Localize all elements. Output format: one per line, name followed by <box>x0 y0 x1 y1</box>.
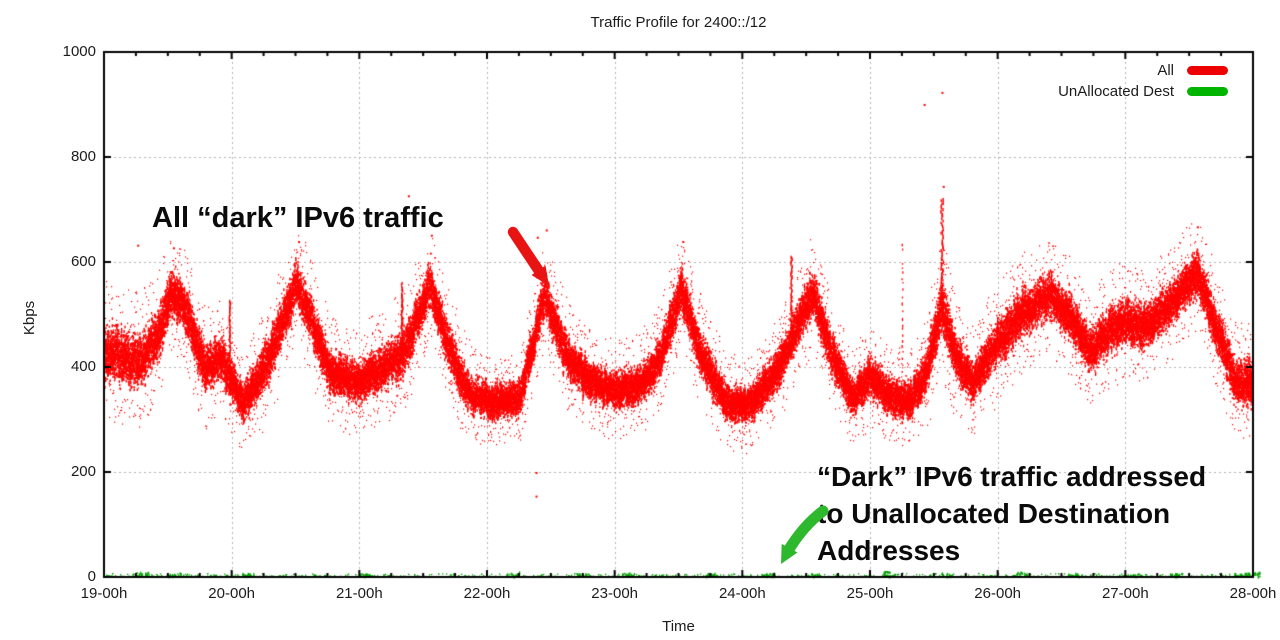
legend-entry-unallocated-dest: UnAllocated Dest <box>1058 82 1228 100</box>
x-tick-label: 26-00h <box>974 585 1022 602</box>
y-tick-label: 600 <box>70 253 96 270</box>
x-axis-label: Time <box>662 618 695 635</box>
y-axis-label: Kbps <box>20 300 38 336</box>
annotation-all-dark-traffic: All “dark” IPv6 traffic <box>152 202 444 234</box>
chart-title: Traffic Profile for 2400::/12 <box>590 14 767 31</box>
x-tick-label: 27-00h <box>1101 585 1149 602</box>
legend-entry-all: All <box>1058 61 1228 79</box>
y-tick-label: 200 <box>70 463 96 480</box>
y-tick-label: 400 <box>70 358 96 375</box>
y-tick-label: 800 <box>70 148 96 165</box>
x-tick-label: 22-00h <box>463 585 511 602</box>
legend-label: All <box>1157 61 1174 79</box>
annotation-unallocated-dest: “Dark” IPv6 traffic addressed to Unalloc… <box>817 461 1207 566</box>
x-tick-label: 24-00h <box>718 585 766 602</box>
y-tick-label: 1000 <box>62 43 96 60</box>
legend-label: UnAllocated Dest <box>1058 82 1174 100</box>
x-tick-label: 25-00h <box>846 585 894 602</box>
legend-swatch <box>1187 86 1228 96</box>
x-tick-label: 20-00h <box>208 585 256 602</box>
x-tick-label: 23-00h <box>591 585 639 602</box>
chart-legend: All UnAllocated Dest <box>1058 61 1228 100</box>
x-tick-label: 21-00h <box>335 585 383 602</box>
legend-swatch <box>1187 65 1228 75</box>
red-arrow-icon <box>507 226 549 286</box>
y-tick-label: 0 <box>87 568 96 585</box>
x-tick-label: 19-00h <box>80 585 128 602</box>
green-arrow-icon <box>781 505 829 564</box>
x-tick-label: 28-00h <box>1229 585 1277 602</box>
